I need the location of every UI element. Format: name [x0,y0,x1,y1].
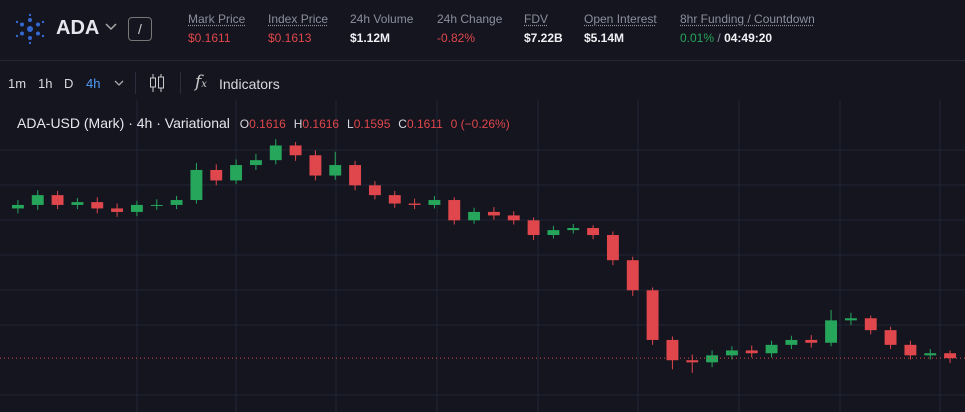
candle-body [11,204,24,209]
chart-type-button[interactable] [148,73,166,93]
candle-body [666,339,679,361]
candle-body [825,320,838,343]
interval-button[interactable]: 1h [38,76,53,91]
candle-body [388,195,401,204]
candle-body [944,353,957,359]
candle-body [408,203,421,205]
candle-body [567,228,580,231]
candle-body [368,185,381,196]
candle-body [587,228,600,236]
candle-body [844,318,857,321]
candle-body [448,200,461,221]
candle-body [725,350,738,356]
ohlc-value: 0.1616 [302,117,340,131]
divider [135,72,136,94]
legend-title: ADA-USD (Mark) · 4h · Variational [17,115,230,131]
countdown: 04:49:20 [724,31,773,45]
divider [0,60,965,61]
candle-body [646,290,659,340]
candle-body [785,339,798,345]
separator: / [717,31,721,45]
interval-button[interactable]: 4h [86,76,101,91]
funding-rate: 0.01% [680,31,715,45]
stat-label: Open Interest [584,12,657,26]
ohlc-value: 0.1595 [353,117,391,131]
candle-body [111,208,124,212]
stat-value: $0.1611 [188,31,231,45]
candle-body [468,211,481,221]
stat-label: 24h Change [437,12,503,26]
ada-logo [15,13,45,45]
candle-body [884,330,897,345]
stat-label: 8hr Funding / Countdown [680,12,815,26]
indicators-icon[interactable]: fx [195,72,207,92]
candle-body [150,204,163,206]
candle-body [924,353,937,356]
ohlc-value: 0.1611 [406,117,443,131]
symbol[interactable]: ADA [56,17,100,39]
candle-body [864,318,877,331]
candle-body [745,350,758,354]
stat-value: -0.82% [437,31,476,45]
candle-body [249,160,262,166]
stat-value: $5.14M [584,31,625,45]
ohlc-value: 0.1616 [249,117,286,131]
candle-body [190,169,203,201]
interval-button[interactable]: D [64,76,74,91]
candle-body [805,339,818,343]
candle-body [706,355,719,363]
candle-body [765,344,778,354]
grid [0,100,965,412]
stat-label: Mark Price [188,12,246,26]
stat-value: $0.1613 [268,31,312,45]
candle-body [51,195,64,205]
candle-body [230,165,243,181]
candle-body [428,200,441,205]
candle-body [329,165,342,176]
ohlc-key: H [293,117,303,131]
chart [0,100,965,412]
stat-value: $1.12M [350,31,391,45]
candle-body [71,202,84,205]
candle-body [269,145,282,161]
candle-body [210,169,223,181]
change: 0 (−0.26%) [450,117,510,131]
candle-body [349,165,362,186]
candle-body [606,235,619,261]
stat-label: Index Price [268,12,329,26]
stat-label: 24h Volume [350,12,414,26]
funding-value: 0.01% / 04:49:20 [680,31,772,45]
interval-button[interactable]: 1m [8,76,27,91]
candle-body [487,211,500,216]
stat-label: FDV [524,12,548,26]
candle-body [686,360,699,363]
ohlc-key: L [347,117,354,131]
chart-legend: ADA-USD (Mark) · 4h · Variational O0.161… [17,115,514,131]
candle-body [547,230,560,236]
symbol-chevron[interactable] [105,23,117,31]
candle-body [91,202,104,209]
search-button[interactable]: / [128,17,152,41]
candle-body [170,200,183,205]
ohlc-key: O [239,117,250,131]
stat-value: $7.22B [524,31,563,45]
candle-body [626,260,639,291]
candle-body [289,145,302,156]
candle-body [309,155,322,176]
candle-body [904,344,917,356]
candle-body [527,220,540,236]
candle-body [130,204,143,212]
candle-body [31,195,44,205]
candle-body [507,215,520,221]
ohlc-key: C [398,117,407,131]
divider [180,72,181,94]
interval-chevron[interactable] [114,80,124,87]
indicators-button[interactable]: Indicators [219,76,280,92]
